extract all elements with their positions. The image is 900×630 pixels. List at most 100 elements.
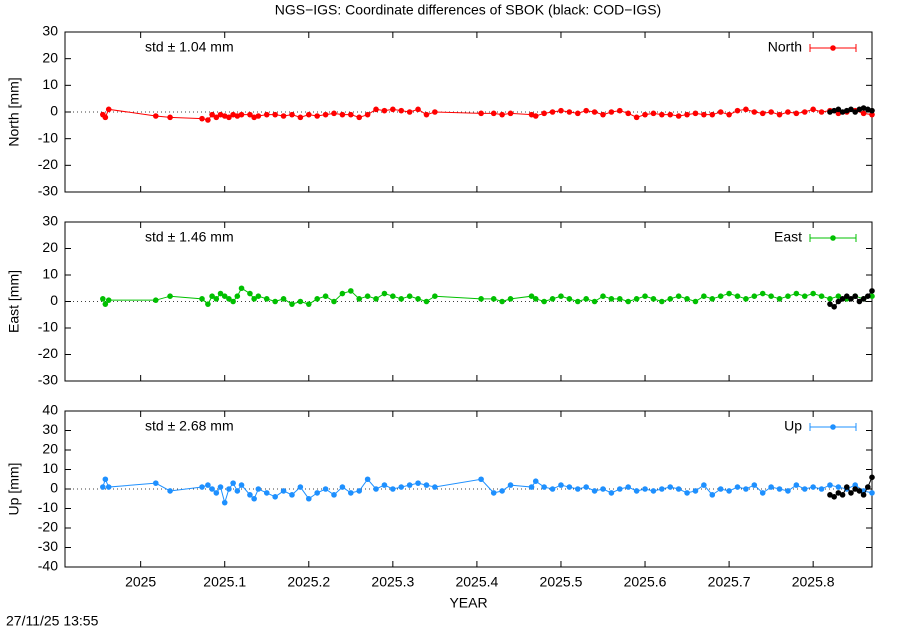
y-tick-label: -20	[38, 156, 58, 172]
data-point	[869, 490, 875, 496]
data-point	[490, 490, 497, 496]
data-point	[734, 293, 741, 300]
data-point	[331, 298, 337, 305]
data-point	[751, 109, 758, 115]
data-point	[364, 111, 371, 118]
data-point	[339, 111, 346, 118]
data-point	[209, 486, 215, 492]
data-point	[785, 109, 791, 115]
y-axis-label: Up [mm]	[6, 463, 22, 516]
data-point	[152, 480, 159, 486]
data-point	[818, 293, 825, 300]
data-point	[801, 486, 808, 492]
data-point	[314, 296, 320, 302]
data-point	[247, 290, 253, 297]
data-point	[591, 109, 598, 115]
data-point	[793, 290, 800, 297]
x-axis-label: YEAR	[449, 595, 487, 611]
data-point	[226, 486, 232, 492]
legend-marker	[830, 235, 836, 241]
data-point	[390, 106, 396, 113]
data-point	[684, 490, 690, 496]
x-tick-label: 2025.4	[455, 574, 498, 590]
data-point	[373, 296, 379, 302]
data-point	[549, 109, 556, 115]
data-point	[322, 293, 329, 300]
legend-marker	[830, 424, 836, 430]
data-point	[289, 492, 295, 498]
data-point	[272, 494, 278, 500]
data-point	[406, 109, 413, 115]
data-point	[167, 114, 173, 121]
y-tick-label: 20	[42, 239, 58, 255]
data-point	[528, 484, 535, 490]
data-point	[566, 296, 573, 302]
data-point	[776, 296, 783, 302]
data-point	[709, 492, 716, 498]
std-annotation: std ± 1.46 mm	[145, 229, 234, 245]
data-point	[734, 107, 741, 114]
data-point	[839, 109, 846, 115]
data-point	[390, 486, 396, 492]
data-point	[743, 486, 749, 492]
data-point	[633, 488, 640, 494]
data-point	[415, 106, 421, 113]
data-point	[642, 111, 648, 118]
y-tick-label: 30	[42, 421, 58, 437]
y-tick-label: -30	[38, 538, 58, 554]
data-point	[608, 109, 615, 115]
data-point	[675, 113, 682, 119]
data-point	[684, 111, 690, 118]
data-point	[549, 486, 556, 492]
data-point	[692, 110, 699, 117]
data-point	[818, 486, 825, 492]
data-point	[835, 298, 842, 305]
data-point	[251, 296, 257, 302]
data-point	[659, 298, 665, 305]
std-annotation: std ± 1.04 mm	[145, 39, 234, 55]
data-point	[398, 484, 405, 490]
data-point	[810, 106, 816, 113]
data-point	[848, 296, 854, 302]
data-point	[726, 290, 732, 297]
data-point	[423, 482, 430, 488]
data-point	[199, 484, 205, 490]
data-point	[743, 106, 749, 113]
y-tick-label: -30	[38, 372, 58, 388]
data-point	[373, 106, 379, 113]
data-point	[869, 288, 875, 294]
data-point	[280, 296, 287, 302]
data-point	[490, 296, 497, 302]
data-point	[234, 488, 241, 494]
timestamp: 27/11/25 13:55	[6, 613, 99, 629]
data-point	[541, 298, 547, 305]
data-point	[532, 296, 539, 302]
data-point	[348, 288, 354, 294]
y-tick-label: -10	[38, 129, 58, 145]
data-point	[852, 486, 858, 492]
data-point	[356, 296, 363, 302]
y-tick-label: -20	[38, 345, 58, 361]
data-point	[255, 486, 262, 492]
plot-frame	[64, 31, 873, 193]
data-point	[659, 111, 665, 118]
data-point	[528, 111, 535, 118]
x-tick-label: 2025.7	[708, 574, 751, 590]
data-point	[217, 111, 224, 118]
data-point	[709, 111, 716, 118]
data-point	[226, 296, 232, 302]
data-point	[625, 484, 632, 490]
data-point	[839, 492, 846, 498]
data-point	[272, 111, 278, 118]
data-point	[835, 110, 842, 117]
data-point	[152, 113, 159, 119]
data-point	[348, 490, 354, 496]
data-point	[667, 484, 674, 490]
data-point	[499, 298, 505, 305]
data-point	[406, 482, 413, 488]
data-point	[743, 296, 749, 302]
data-point	[633, 114, 640, 121]
data-point	[827, 301, 833, 307]
data-point	[831, 107, 837, 114]
data-point	[839, 296, 846, 302]
